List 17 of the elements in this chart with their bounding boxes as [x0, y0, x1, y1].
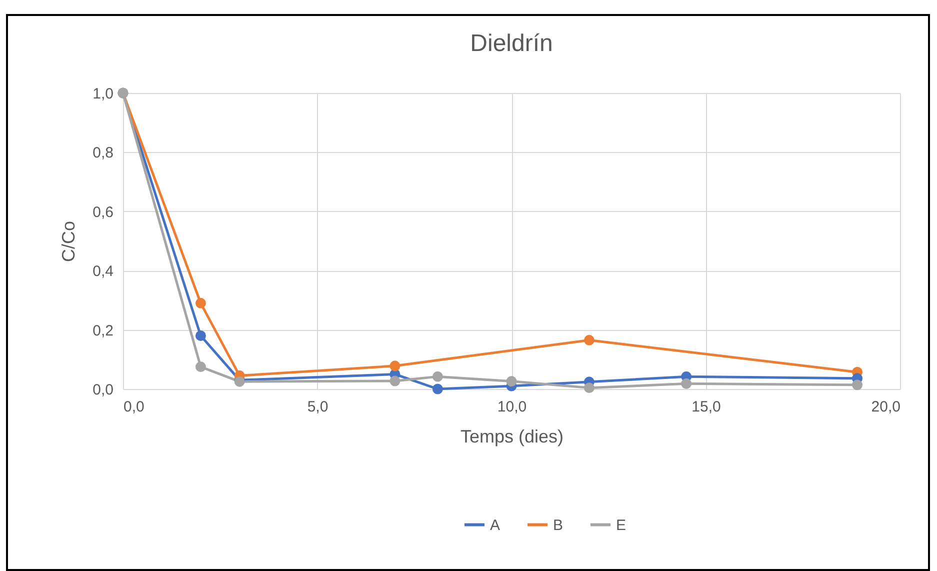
- y-tick-label: 0,0: [92, 382, 114, 398]
- x-tick-label: 10,0: [497, 398, 527, 416]
- y-tick-label: 0,2: [92, 322, 114, 340]
- legend-label: B: [553, 516, 564, 534]
- x-tick-label: 20,0: [871, 398, 900, 416]
- y-axis-title: C/Co: [58, 220, 79, 262]
- y-tick-label: 0,6: [92, 204, 114, 221]
- y-tick-label: 0,4: [92, 263, 114, 280]
- legend-label: E: [616, 516, 626, 534]
- x-axis-title: Temps (dies): [460, 426, 564, 446]
- y-tick-label: 0,8: [92, 144, 114, 162]
- x-tick-label: 5,0: [307, 398, 328, 416]
- chart-title: Dieldrín: [470, 30, 553, 57]
- x-tick-label: 0,0: [124, 398, 144, 416]
- x-tick-label: 15,0: [692, 398, 721, 416]
- legend-label: A: [490, 516, 500, 534]
- y-tick-label: 1,0: [92, 86, 114, 102]
